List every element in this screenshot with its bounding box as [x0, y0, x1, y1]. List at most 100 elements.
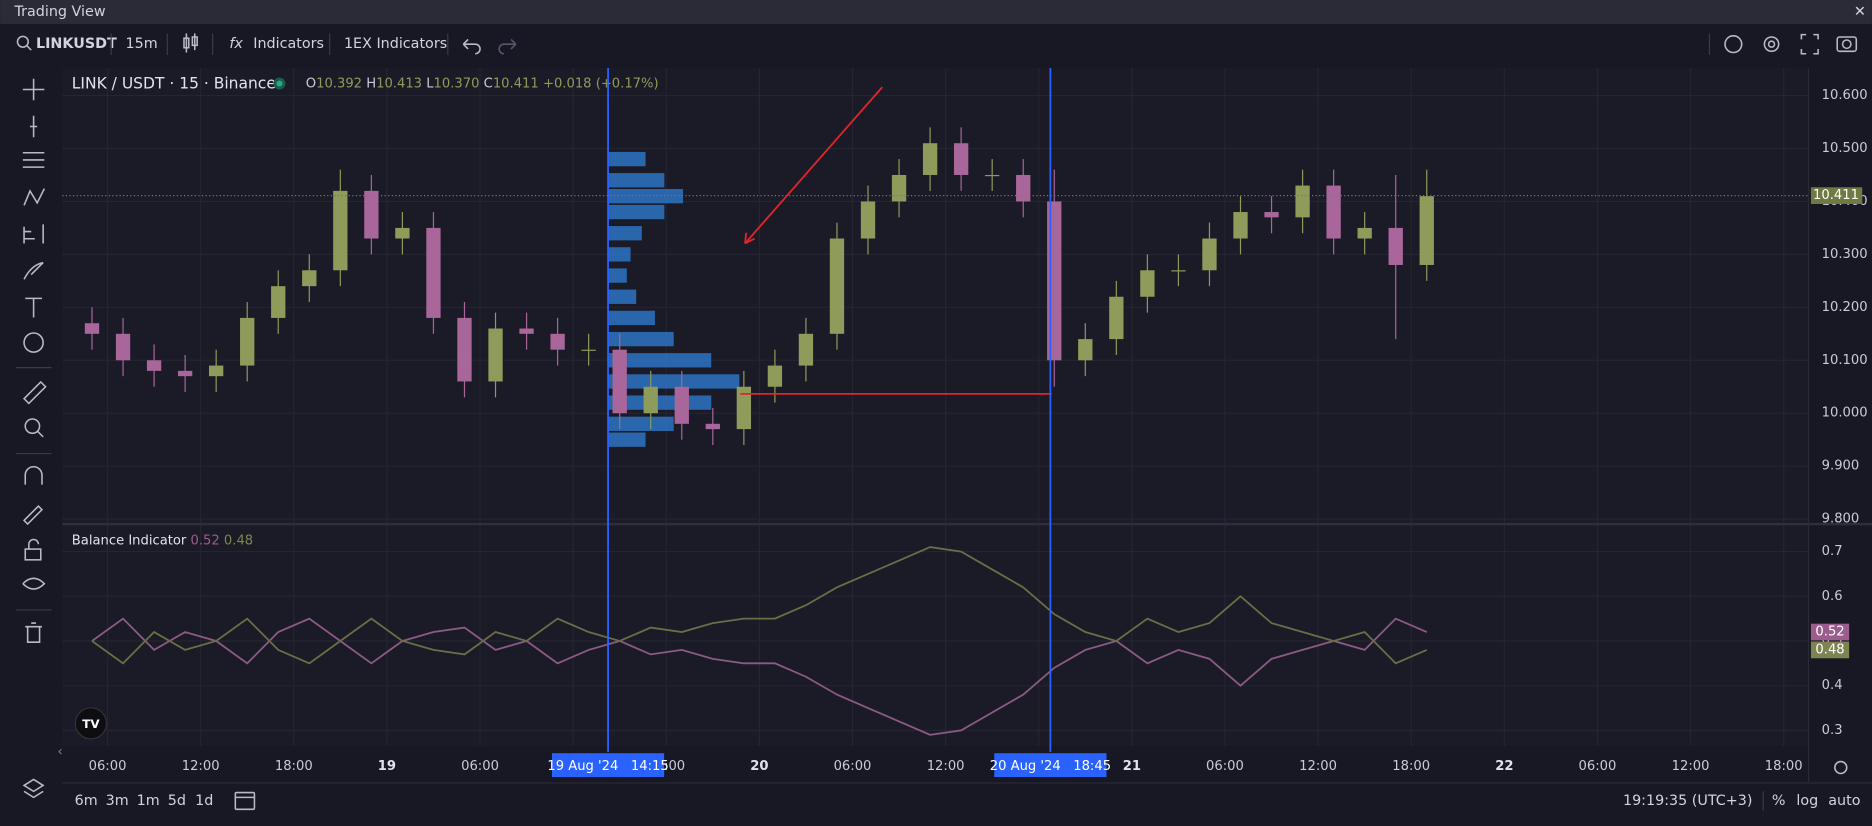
indicator-line: [91, 617, 1428, 736]
market-status: [276, 80, 283, 87]
axis-settings[interactable]: [1834, 760, 1848, 775]
time-marker-tag: [994, 753, 1107, 778]
interval-button[interactable]: 15m: [126, 36, 158, 52]
title-bar: [0, 0, 1872, 24]
drawing-mode-tool[interactable]: [22, 505, 44, 526]
ex-indicators-button[interactable]: 1EX Indicators: [344, 36, 447, 52]
arrow-drawing[interactable]: [744, 86, 883, 245]
candle-body: [798, 333, 814, 366]
search-icon[interactable]: [16, 35, 30, 48]
emoji-tool[interactable]: [23, 332, 44, 353]
candle-body: [643, 386, 658, 414]
indicator-value: 0.52: [191, 533, 220, 548]
volume-profile-bar: [608, 188, 684, 204]
indicators-button[interactable]: Indicators: [253, 36, 324, 52]
zoom-tool[interactable]: [24, 418, 41, 435]
x-tick-label: 12:00: [927, 759, 965, 774]
percent-toggle[interactable]: %: [1772, 793, 1786, 809]
symbol-button[interactable]: LINKUSDT: [36, 36, 117, 52]
indicator-title: Balance Indicator: [72, 533, 187, 548]
chart-type-icon[interactable]: [183, 33, 198, 53]
visibility-tool[interactable]: [22, 577, 46, 590]
collapse-button[interactable]: ‹: [57, 744, 62, 759]
delete-tool[interactable]: [25, 622, 42, 643]
pattern-tool[interactable]: [23, 188, 46, 206]
time-marker-label: 20 Aug '24 18:45: [990, 759, 1111, 774]
screenshot-button[interactable]: [1836, 36, 1858, 53]
y-tick-label: 10.600: [1822, 88, 1868, 103]
candle-body: [674, 386, 689, 424]
candle-body: [1326, 185, 1341, 239]
low-label: L: [426, 76, 434, 91]
candle-body: [953, 143, 969, 175]
volume-profile-bar: [608, 353, 712, 368]
range-button[interactable]: 3m: [106, 793, 129, 809]
indicator-tag: [1810, 641, 1850, 659]
candle-body: [612, 349, 627, 414]
range-buttons: 6m 3m 1m 5d 1d: [75, 793, 214, 809]
y-tick-label: 0.7: [1822, 544, 1843, 559]
tradingview-logo[interactable]: [74, 707, 108, 740]
auto-toggle[interactable]: auto: [1828, 793, 1860, 809]
forecast-tool[interactable]: [23, 224, 44, 244]
candle-body: [829, 238, 845, 334]
range-button[interactable]: 6m: [75, 793, 98, 809]
range-button[interactable]: 5d: [168, 793, 186, 809]
x-tick-label: 06:00: [834, 759, 872, 774]
x-tick-label: 06:00: [89, 759, 127, 774]
y-tick-label: 0.4: [1822, 678, 1843, 693]
trend-line-tool[interactable]: [30, 115, 38, 138]
log-toggle[interactable]: log: [1796, 793, 1818, 809]
volume-profile-bar: [608, 374, 740, 389]
range-button[interactable]: 1m: [137, 793, 160, 809]
volume-profile-bar: [608, 268, 627, 283]
lock-tool: [28, 538, 40, 550]
redo-button[interactable]: [498, 38, 517, 55]
time-marker-label: 19 Aug '24 14:15: [547, 759, 668, 774]
candle-body: [177, 370, 193, 377]
low-value: 10.370: [434, 76, 480, 91]
lock-tool[interactable]: [24, 548, 42, 561]
object-tree-button[interactable]: [22, 778, 45, 799]
volume-profile-bar: [608, 204, 665, 220]
candle-body: [891, 174, 907, 202]
close-label: C: [484, 76, 493, 91]
volume-profile-bar: [608, 173, 665, 188]
volume-profile-bar: [608, 432, 646, 447]
x-tick-label: 12:00: [182, 759, 220, 774]
candle-body: [1016, 174, 1031, 202]
range-button[interactable]: 1d: [195, 793, 213, 809]
go-to-date-button[interactable]: [234, 791, 256, 811]
fx-icon[interactable]: fx: [229, 36, 243, 52]
arrow-head: [744, 232, 755, 245]
volume-profile-bar: [608, 416, 674, 431]
close-button[interactable]: ✕: [1854, 4, 1866, 20]
fib-tool[interactable]: [22, 152, 45, 168]
candle-body: [364, 190, 379, 239]
candle-body: [426, 227, 441, 318]
candle-body: [985, 174, 1000, 177]
y-tick-label: 0.6: [1822, 589, 1843, 604]
brush-tool[interactable]: [23, 261, 44, 280]
zoom-tool: [36, 430, 44, 438]
x-tick-label: 18:00: [275, 759, 313, 774]
symbol-title: LINK / USDT · 15 · Binance: [72, 74, 276, 92]
crosshair-tool[interactable]: [22, 78, 45, 101]
indicator-value: 0.48: [224, 533, 253, 548]
undo-button[interactable]: [462, 38, 481, 55]
search-icon: [25, 44, 32, 51]
indicator-line: [91, 546, 1428, 665]
settings-button[interactable]: [1763, 36, 1780, 53]
ruler-tool[interactable]: [22, 380, 47, 405]
tradingview-logo: TV: [82, 717, 100, 731]
settings-button: [1767, 40, 1776, 48]
magnet-tool[interactable]: [24, 466, 43, 485]
volume-profile-bar: [608, 331, 674, 347]
x-tick-label: 06:00: [1579, 759, 1617, 774]
x-tick-label: 19: [378, 759, 396, 774]
alert-button[interactable]: [1724, 35, 1743, 54]
text-tool[interactable]: [25, 297, 42, 318]
last-price-label: 10.411: [1813, 188, 1859, 203]
candle-body: [1109, 296, 1124, 340]
fullscreen-button[interactable]: [1800, 33, 1819, 55]
